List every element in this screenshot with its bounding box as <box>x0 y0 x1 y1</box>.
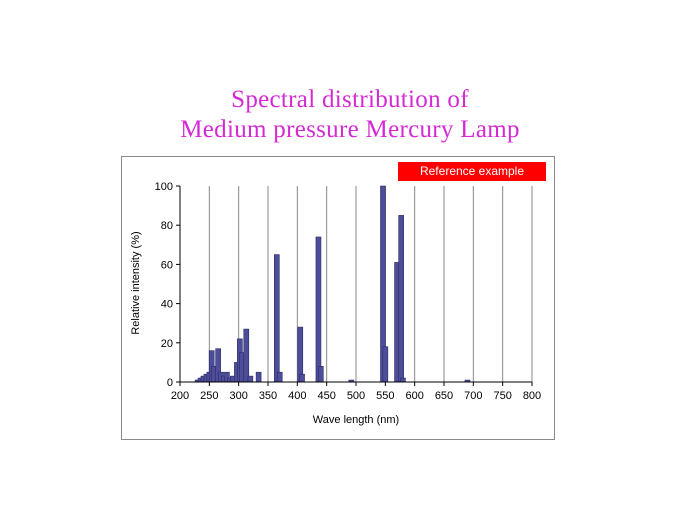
spectrum-bar-577 <box>398 215 404 383</box>
spectrum-bar-313 <box>243 328 250 383</box>
reference-example-badge: Reference example <box>398 162 546 181</box>
spectrum-bar-408 <box>299 373 305 383</box>
y-axis-label: Relative intensity (%) <box>130 231 142 334</box>
x-tick-label-450: 450 <box>317 390 335 402</box>
x-axis-label: Wave length (nm) <box>313 414 399 426</box>
x-tick-label-300: 300 <box>229 390 247 402</box>
x-tick-label-350: 350 <box>259 390 277 402</box>
spectrum-bar-365 <box>273 254 280 383</box>
x-tick-label-500: 500 <box>347 390 365 402</box>
x-tick-label-650: 650 <box>435 390 453 402</box>
spectrum-bar-370 <box>276 371 283 383</box>
chart-title-line-2: Medium pressure Mercury Lamp <box>180 116 520 143</box>
spectrum-bar-550 <box>382 346 389 383</box>
x-tick-label-800: 800 <box>523 390 541 402</box>
y-tick-label-80: 80 <box>161 220 173 232</box>
y-tick-label-40: 40 <box>161 299 173 311</box>
x-tick-label-550: 550 <box>376 390 394 402</box>
y-tick-label-100: 100 <box>155 181 173 193</box>
spectrum-bar-334 <box>255 371 262 383</box>
x-tick-label-750: 750 <box>493 390 511 402</box>
chart-title-line-1: Spectral distribution of <box>231 86 469 113</box>
x-tick-label-700: 700 <box>464 390 482 402</box>
x-tick-label-250: 250 <box>200 390 218 402</box>
y-tick-label-60: 60 <box>161 259 173 271</box>
x-tick-label-200: 200 <box>171 390 189 402</box>
x-tick-label-400: 400 <box>288 390 306 402</box>
spectrum-bars <box>194 185 471 383</box>
y-tick-label-0: 0 <box>167 377 173 389</box>
x-tick-label-600: 600 <box>405 390 423 402</box>
spectrum-bar-320 <box>247 375 254 383</box>
chart-frame <box>121 156 555 440</box>
spectrum-bar-405 <box>297 326 304 383</box>
spectrum-bar-580 <box>400 377 406 383</box>
spectrum-bar-436 <box>315 236 322 383</box>
spectrum-bar-440 <box>317 366 324 383</box>
y-tick-label-20: 20 <box>161 338 173 350</box>
grid-lines <box>208 186 533 382</box>
axes: 0 20 40 60 80 100 200 250 300 350 400 450 500 550 600 6… <box>155 181 542 402</box>
